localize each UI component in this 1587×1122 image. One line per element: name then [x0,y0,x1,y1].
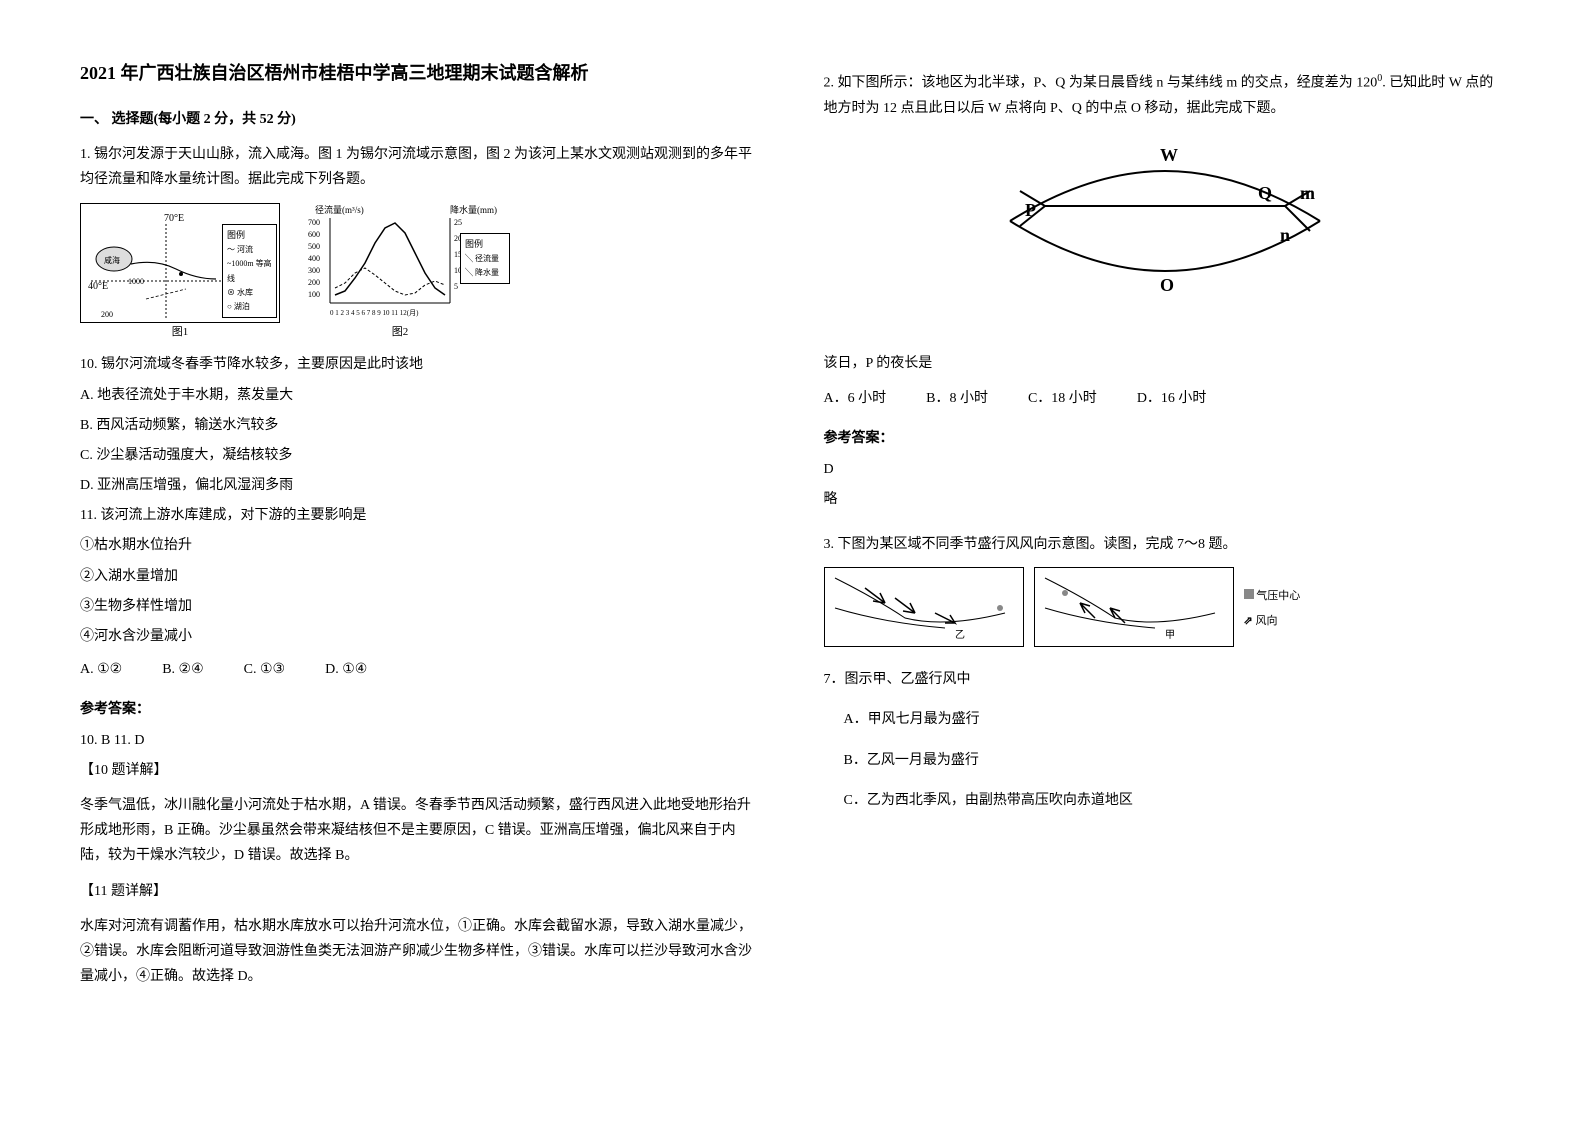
map-figure: 70°E 40°E 咸海 1000 200 图例 〜 河流 ~1000m 等高线 [80,203,280,323]
q7-a: A．甲风七月最为盛行 [844,707,1508,732]
q11-c: C. ①③ [244,657,285,682]
wind-box-2: 甲 [1034,567,1234,647]
label-q: Q [1258,183,1272,203]
chart-ylabel2: 降水量(mm) [450,204,497,215]
svg-text:100: 100 [308,290,320,299]
q11-2: ②入湖水量增加 [80,564,764,589]
q2-a: A．6 小时 [824,386,887,411]
q11-3: ③生物多样性增加 [80,594,764,619]
fig1-container: 70°E 40°E 咸海 1000 200 图例 〜 河流 ~1000m 等高线 [80,203,280,343]
svg-text:500: 500 [308,242,320,251]
label-sea: 咸海 [104,255,120,265]
wind-svg-1: 乙 [825,568,1023,646]
q10-b: B. 西风活动频繁，输送水汽较多 [80,413,764,438]
label-40e: 40°E [88,281,108,292]
q11-4: ④河水含沙量减小 [80,624,764,649]
wind-svg-2: 甲 [1035,568,1233,646]
q11-a: A. ①② [80,657,122,682]
answer-line: 10. B 11. D [80,728,764,753]
section-header: 一、 选择题(每小题 2 分，共 52 分) [80,107,764,132]
q2-subq: 该日，P 的夜长是 [824,351,1508,376]
explain10-header: 【10 题详解】 [80,758,764,783]
q10: 10. 锡尔河流域冬春季节降水较多，主要原因是此时该地 [80,352,764,377]
chart-legend: 图例 ╲ 径流量 ╲ 降水量 [460,233,510,284]
fig2-container: 径流量(m³/s) 降水量(mm) 700 600 500 400 300 20… [300,203,500,343]
q11: 11. 该河流上游水库建成，对下游的主要影响是 [80,503,764,528]
legend-wind: ⇗ 风向 [1244,612,1301,632]
q2-answer: D [824,457,1508,482]
fig2-caption: 图2 [300,323,500,343]
chart-ylabel: 径流量(m³/s) [315,204,364,215]
right-column: 2. 如下图所示：该地区为北半球，P、Q 为某日晨昏线 n 与某纬线 m 的交点… [824,60,1508,1062]
label-w: W [1160,145,1178,165]
answer-header-1: 参考答案： [80,697,764,722]
label-1000: 1000 [128,277,144,286]
explain10: 冬季气温低，冰川融化量小河流处于枯水期，A 错误。冬春季节西风活动频繁，盛行西风… [80,793,764,869]
q10-d: D. 亚洲高压增强，偏北风湿润多雨 [80,473,764,498]
pq-svg: W P Q O m n [990,131,1340,311]
q2-c: C．18 小时 [1028,386,1097,411]
q11-1: ①枯水期水位抬升 [80,533,764,558]
q7: 7．图示甲、乙盛行风中 [824,667,1508,692]
label-70e: 70°E [164,213,184,224]
q3-stem: 3. 下图为某区域不同季节盛行风风向示意图。读图，完成 7～8 题。 [824,532,1508,557]
q1-figures: 70°E 40°E 咸海 1000 200 图例 〜 河流 ~1000m 等高线 [80,203,764,343]
chart-xlabel: 0 1 2 3 4 5 6 7 8 9 10 11 12(月) [330,309,419,317]
wind-legend: 气压中心 ⇗ 风向 [1244,567,1301,647]
q2-note: 略 [824,487,1508,512]
q10-a: A. 地表径流处于丰水期，蒸发量大 [80,383,764,408]
q7-c: C．乙为西北季风，由副热带高压吹向赤道地区 [844,788,1508,813]
page-title: 2021 年广西壮族自治区梧州市桂梧中学高三地理期末试题含解析 [80,60,764,87]
svg-text:25: 25 [454,218,462,227]
legend-pressure: 气压中心 [1244,587,1301,607]
q10-c: C. 沙尘暴活动强度大，凝结核较多 [80,443,764,468]
q7-b: B．乙风一月最为盛行 [844,748,1508,773]
q1-stem: 1. 锡尔河发源于天山山脉，流入咸海。图 1 为锡尔河流域示意图，图 2 为该河… [80,142,764,192]
answer-header-2: 参考答案： [824,426,1508,451]
label-n: n [1280,225,1290,245]
q2-stem: 2. 如下图所示：该地区为北半球，P、Q 为某日晨昏线 n 与某纬线 m 的交点… [824,70,1508,121]
map-legend: 图例 〜 河流 ~1000m 等高线 ⊗ 水库 ○ 湖泊 [222,224,277,318]
q2-d: D．16 小时 [1137,386,1207,411]
q2-options: A．6 小时 B．8 小时 C．18 小时 D．16 小时 [824,386,1508,411]
svg-text:400: 400 [308,254,320,263]
wind-diagrams: 乙 甲 气压中心 ⇗ 风向 [824,567,1508,647]
svg-text:乙: 乙 [955,629,965,641]
explain11-header: 【11 题详解】 [80,879,764,904]
left-column: 2021 年广西壮族自治区梧州市桂梧中学高三地理期末试题含解析 一、 选择题(每… [80,60,764,1062]
wind-box-1: 乙 [824,567,1024,647]
q11-d: D. ①④ [325,657,367,682]
label-200: 200 [101,310,113,319]
legend-title: 图例 [227,227,272,243]
explain11: 水库对河流有调蓄作用，枯水期水库放水可以抬升河流水位，①正确。水库会截留水源，导… [80,914,764,990]
q11-options: A. ①② B. ②④ C. ①③ D. ①④ [80,657,764,682]
svg-text:600: 600 [308,230,320,239]
q2-b: B．8 小时 [926,386,988,411]
svg-text:甲: 甲 [1165,630,1175,641]
chart-figure: 径流量(m³/s) 降水量(mm) 700 600 500 400 300 20… [300,203,500,323]
pq-diagram: W P Q O m n [990,131,1340,311]
svg-text:700: 700 [308,218,320,227]
svg-text:5: 5 [454,282,458,291]
svg-text:300: 300 [308,266,320,275]
legend2-title: 图例 [465,236,505,252]
label-o: O [1160,275,1174,295]
sup-0: 0 [1377,73,1382,84]
q11-b: B. ②④ [162,657,203,682]
svg-text:200: 200 [308,278,320,287]
